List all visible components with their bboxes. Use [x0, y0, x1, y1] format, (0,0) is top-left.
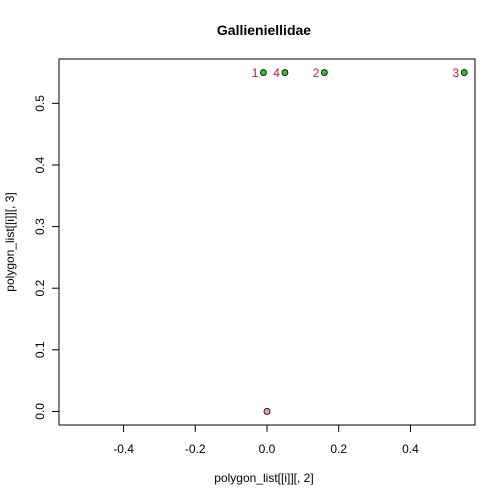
data-point: [320, 69, 328, 76]
x-tick-label: 0.4: [402, 442, 419, 456]
point-label: 4: [273, 66, 280, 80]
plot-frame: [58, 58, 476, 426]
point-label: 2: [313, 66, 320, 80]
point-label: 1: [252, 66, 259, 80]
y-tick-label: 0.2: [33, 280, 47, 297]
y-tick-label: 0.1: [33, 341, 47, 358]
x-axis: -0.4 -0.2 0.0 0.2 0.4: [113, 424, 419, 456]
x-tick-label: 0.2: [330, 442, 347, 456]
y-tick-label: 0.3: [33, 218, 47, 235]
point-label: 3: [453, 66, 460, 80]
x-tick-label: -0.4: [113, 442, 134, 456]
data-point: [281, 69, 289, 76]
y-tick-label: 0.0: [33, 403, 47, 420]
data-point: [263, 408, 271, 415]
x-tick-label: 0.0: [259, 442, 276, 456]
data-point: [260, 69, 267, 76]
x-axis-label: polygon_list[[i]][, 2]: [214, 471, 313, 485]
y-tick-label: 0.4: [33, 156, 47, 173]
data-point: [460, 69, 468, 76]
chart-title: Gallieniellidae: [217, 22, 311, 38]
data-points: 1 2 3 4: [252, 66, 468, 415]
x-tick-label: -0.2: [185, 442, 206, 456]
y-tick-label: 0.5: [33, 95, 47, 112]
y-axis-label: polygon_list[[i]][, 3]: [3, 192, 17, 291]
y-axis: 0.0 0.1 0.2 0.3 0.4 0.5: [33, 95, 60, 420]
